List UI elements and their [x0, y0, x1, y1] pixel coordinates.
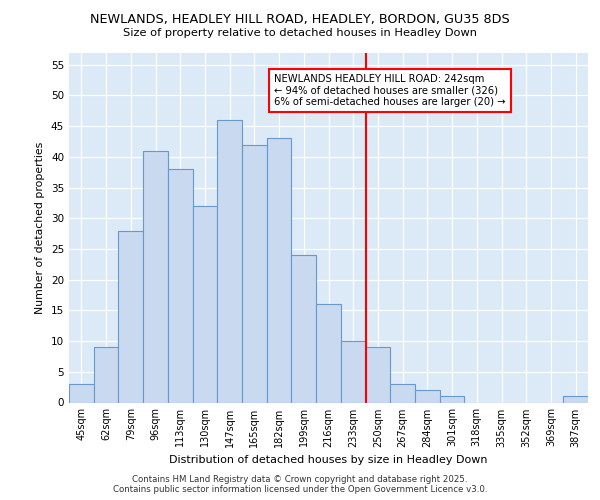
- Text: Contains HM Land Registry data © Crown copyright and database right 2025.
Contai: Contains HM Land Registry data © Crown c…: [113, 474, 487, 494]
- Bar: [193, 206, 217, 402]
- Text: Size of property relative to detached houses in Headley Down: Size of property relative to detached ho…: [123, 28, 477, 38]
- Bar: [94, 347, 118, 403]
- Bar: [415, 390, 440, 402]
- Y-axis label: Number of detached properties: Number of detached properties: [35, 142, 46, 314]
- Bar: [118, 230, 143, 402]
- X-axis label: Distribution of detached houses by size in Headley Down: Distribution of detached houses by size …: [169, 455, 488, 465]
- Bar: [292, 255, 316, 402]
- Bar: [341, 341, 365, 402]
- Text: NEWLANDS HEADLEY HILL ROAD: 242sqm
← 94% of detached houses are smaller (326)
6%: NEWLANDS HEADLEY HILL ROAD: 242sqm ← 94%…: [274, 74, 506, 107]
- Bar: [316, 304, 341, 402]
- Bar: [242, 144, 267, 402]
- Text: NEWLANDS, HEADLEY HILL ROAD, HEADLEY, BORDON, GU35 8DS: NEWLANDS, HEADLEY HILL ROAD, HEADLEY, BO…: [90, 12, 510, 26]
- Bar: [390, 384, 415, 402]
- Bar: [69, 384, 94, 402]
- Bar: [440, 396, 464, 402]
- Bar: [267, 138, 292, 402]
- Bar: [563, 396, 588, 402]
- Bar: [365, 347, 390, 403]
- Bar: [168, 169, 193, 402]
- Bar: [217, 120, 242, 403]
- Bar: [143, 150, 168, 402]
